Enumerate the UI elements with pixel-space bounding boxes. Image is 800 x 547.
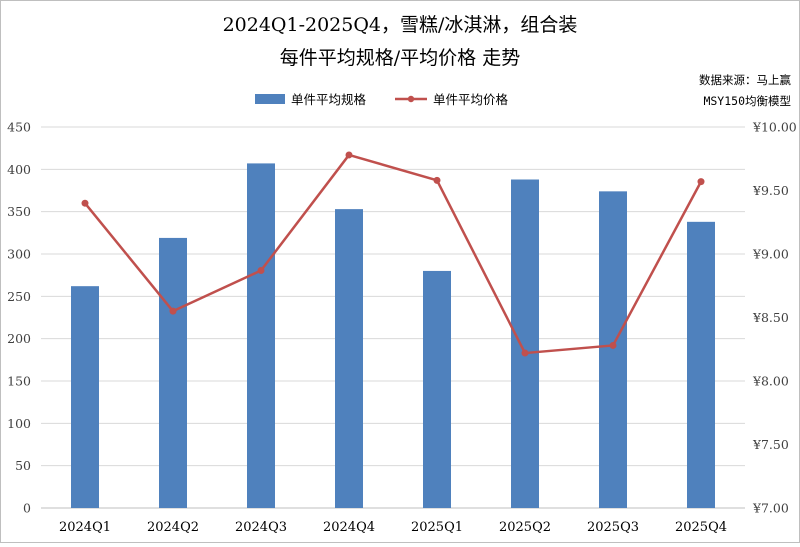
right-tick-label: ¥8.00 [752,374,789,389]
left-tick-label: 400 [7,162,31,177]
category-label: 2024Q4 [323,520,375,535]
bar-series [71,163,715,509]
left-tick-label: 0 [23,501,31,516]
price-point [257,267,265,275]
category-label: 2024Q2 [147,520,199,535]
price-line [84,153,703,355]
category-label: 2025Q4 [675,520,727,535]
legend-bar-swatch [255,94,285,104]
left-axis-ticks: 0 50 100 150 200 250 300 350 400 450 [7,120,31,516]
price-point [697,178,705,186]
right-tick-label: ¥9.00 [752,247,789,262]
source-line1: 数据来源：马上赢 [699,73,791,87]
left-tick-label: 250 [7,289,31,304]
bar [159,237,187,508]
bar [335,209,363,509]
category-axis: 2024Q1 2024Q2 2024Q3 2024Q4 2025Q1 2025Q2 2025… [59,520,727,535]
left-tick-label: 50 [15,458,31,473]
bar [687,221,715,508]
line-series [81,151,705,357]
price-point [345,151,353,159]
right-tick-label: ¥7.50 [752,437,789,452]
right-tick-label: ¥10.00 [752,120,797,135]
left-tick-label: 300 [7,247,31,262]
bar [599,191,627,508]
right-axis-ticks: ¥7.00 ¥7.50 ¥8.00 ¥8.50 ¥9.00 ¥9.50 ¥10.00 [752,120,797,516]
left-tick-label: 350 [7,204,31,219]
price-point [609,341,617,349]
chart-title-line2: 每件平均规格/平均价格 走势 [280,47,520,69]
category-label: 2025Q2 [499,520,551,535]
gridlines [41,126,745,509]
price-point [81,199,89,207]
bar [423,270,451,508]
legend-line-label: 单件平均价格 [433,92,509,107]
category-label: 2025Q1 [411,520,463,535]
bar [511,179,539,508]
source-line2: MSY150均衡模型 [703,94,791,108]
right-tick-label: ¥8.50 [752,310,789,325]
chart-title-line1: 2024Q1-2025Q4，雪糕/冰淇淋，组合装 [223,14,578,36]
category-label: 2025Q3 [587,520,639,535]
left-tick-label: 150 [7,374,31,389]
left-tick-label: 200 [7,331,31,346]
price-point [169,307,177,315]
category-label: 2024Q1 [59,520,111,535]
right-tick-label: ¥7.00 [752,501,789,516]
price-point [433,176,441,184]
price-point [521,349,529,357]
legend-line-marker [407,95,415,103]
left-tick-label: 450 [7,120,31,135]
category-label: 2024Q3 [235,520,287,535]
left-tick-label: 100 [7,416,31,431]
bar [71,286,99,508]
legend: 单件平均规格 单件平均价格 [255,92,509,107]
legend-bar-label: 单件平均规格 [291,92,367,107]
right-tick-label: ¥9.50 [752,183,789,198]
bar [247,163,275,508]
